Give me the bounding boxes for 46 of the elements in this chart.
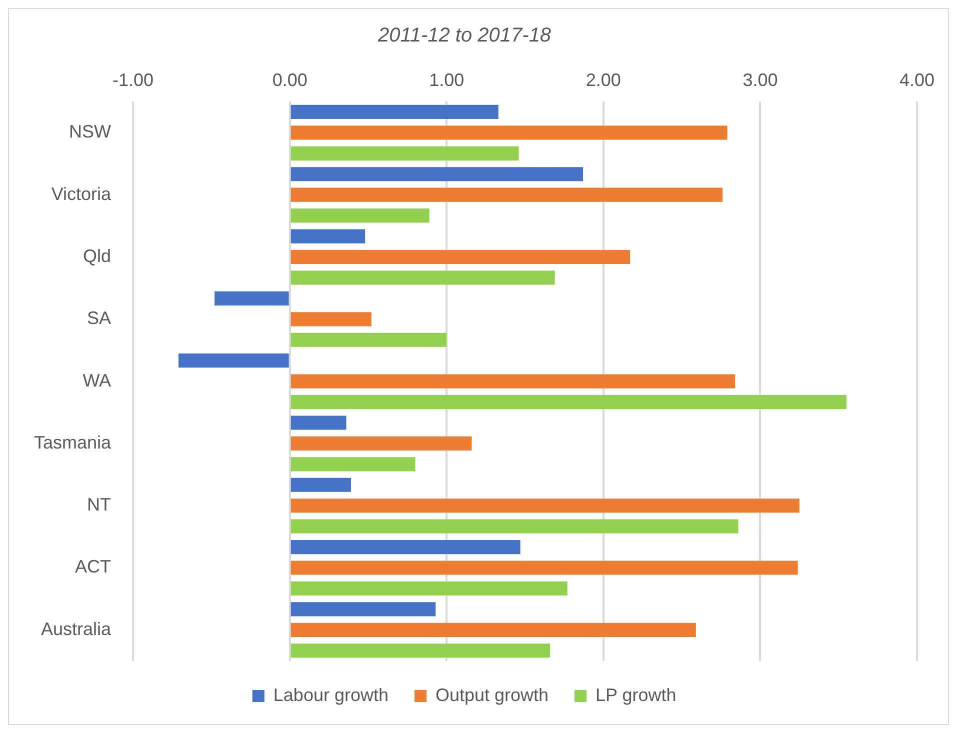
x-tick-label: 2.00	[586, 70, 621, 90]
y-tick-label: NT	[87, 494, 112, 515]
chart-title: 2011-12 to 2017-18	[376, 24, 552, 47]
x-tick-label: 1.00	[429, 70, 464, 90]
bar	[290, 374, 736, 388]
y-tick-label: Australia	[41, 618, 112, 639]
legend-label: LP growth	[596, 684, 676, 705]
bar	[290, 229, 366, 244]
bar	[290, 104, 498, 120]
x-tick-label: 3.00	[742, 70, 778, 90]
y-tick-label: Qld	[83, 246, 112, 266]
y-tick-label: WA	[82, 370, 112, 390]
bar	[290, 436, 472, 450]
bar	[290, 644, 550, 658]
y-tick-label: Tasmania	[34, 432, 112, 452]
bar	[290, 188, 723, 202]
bar	[290, 126, 728, 140]
bar	[290, 622, 696, 637]
bar	[290, 581, 568, 596]
x-tick-label: 0.00	[272, 70, 308, 90]
y-tick-label: ACT	[75, 556, 112, 577]
legend-label: Labour growth	[273, 684, 388, 705]
bar	[290, 250, 630, 264]
bar	[178, 354, 289, 368]
bar	[214, 291, 289, 306]
bar	[290, 146, 519, 160]
x-tick-label: -1.00	[112, 70, 154, 90]
bar	[290, 498, 800, 513]
y-tick-label: NSW	[69, 122, 112, 142]
x-tick-label: 4.00	[899, 70, 935, 90]
bar	[290, 208, 430, 223]
bar	[290, 312, 372, 326]
bar	[290, 457, 416, 472]
bar	[290, 332, 447, 347]
bar	[290, 602, 436, 616]
y-tick-label: Victoria	[51, 184, 112, 204]
legend-label: Output growth	[435, 684, 549, 705]
y-tick-label: SA	[87, 308, 112, 328]
bar	[290, 167, 584, 182]
bar	[290, 478, 351, 492]
bar	[290, 270, 555, 285]
bar	[290, 519, 738, 534]
bar	[290, 540, 520, 554]
bar	[290, 416, 346, 430]
bar	[290, 394, 846, 410]
bar	[290, 560, 798, 575]
